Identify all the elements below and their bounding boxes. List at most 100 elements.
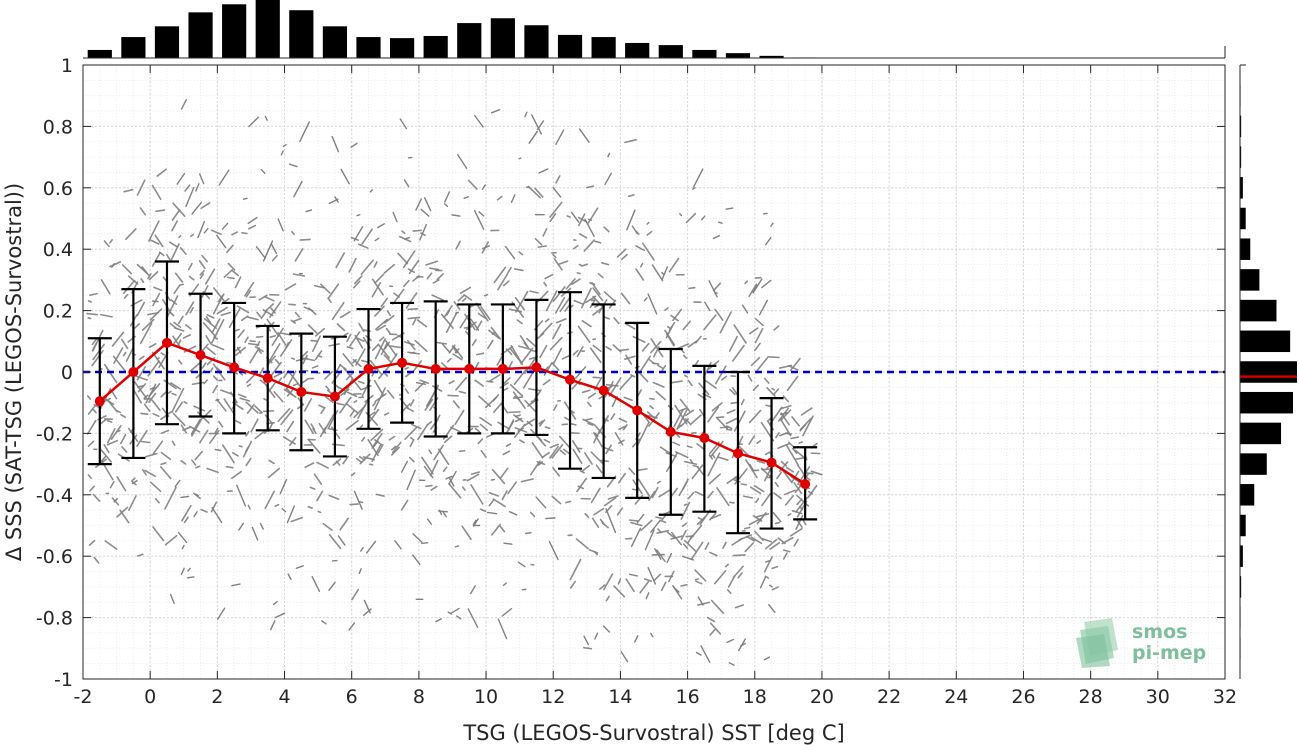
scatter-point: [639, 355, 652, 372]
scatter-point: [709, 551, 718, 557]
scatter-point: [749, 486, 762, 495]
scatter-point: [140, 412, 149, 415]
top-histogram-bar: [759, 55, 784, 58]
scatter-point: [745, 459, 758, 479]
scatter-point: [717, 221, 723, 224]
scatter-point: [733, 410, 746, 432]
scatter-point: [527, 185, 541, 199]
scatter-point: [733, 324, 747, 344]
scatter-point: [121, 338, 129, 350]
scatter-point: [805, 472, 814, 475]
scatter-point: [336, 323, 346, 332]
scatter-point: [280, 332, 292, 336]
scatter-point: [448, 470, 457, 485]
scatter-point: [586, 185, 595, 189]
scatter-point: [474, 427, 481, 433]
scatter-point: [362, 608, 372, 617]
scatter-point: [680, 529, 687, 541]
scatter-point: [111, 497, 120, 506]
scatter-point: [337, 535, 346, 546]
scatter-point: [791, 510, 803, 515]
scatter-point: [682, 543, 688, 549]
mean-point: [262, 373, 273, 384]
scatter-point: [710, 440, 724, 457]
scatter-point: [716, 417, 729, 430]
scatter-point: [151, 252, 161, 267]
scatter-point: [810, 470, 823, 476]
scatter-point: [216, 234, 227, 249]
scatter-point: [592, 305, 605, 316]
scatter-point: [250, 418, 259, 433]
scatter-point: [321, 620, 327, 625]
scatter-point: [576, 272, 581, 275]
scatter-point: [197, 220, 206, 239]
scatter-point: [709, 512, 717, 521]
scatter-point: [518, 251, 524, 256]
scatter-point: [446, 309, 451, 316]
scatter-point: [374, 305, 385, 317]
scatter-point: [295, 565, 304, 569]
x-tick-label: 4: [278, 686, 290, 708]
mean-point: [632, 405, 643, 416]
scatter-point: [291, 230, 295, 236]
scatter-point: [737, 572, 743, 579]
scatter-point: [429, 267, 440, 271]
scatter-point: [282, 143, 287, 148]
scatter-point: [684, 460, 698, 466]
scatter-point: [553, 404, 558, 411]
scatter-point: [578, 128, 590, 143]
scatter-point: [255, 246, 266, 259]
scatter-point: [665, 326, 673, 339]
scatter-point: [509, 383, 524, 397]
scatter-point: [648, 490, 656, 501]
scatter-point: [513, 268, 524, 272]
scatter-point: [210, 229, 222, 236]
scatter-point: [86, 312, 99, 316]
scatter-point: [727, 589, 732, 595]
scatter-point: [203, 317, 217, 329]
scatter-point: [111, 331, 125, 347]
scatter-point: [260, 311, 267, 320]
scatter-point: [136, 301, 146, 317]
top-histogram-bar: [389, 38, 415, 58]
y-tick-label: 0.6: [43, 178, 73, 200]
scatter-point: [193, 405, 206, 412]
scatter-point: [442, 466, 448, 473]
scatter-point: [273, 370, 286, 378]
scatter-point: [741, 304, 749, 314]
scatter-point: [150, 239, 160, 245]
scatter-point: [481, 241, 489, 254]
mean-point: [497, 363, 508, 374]
scatter-point: [645, 592, 650, 600]
scatter-point: [140, 440, 151, 444]
scatter-point: [176, 172, 186, 185]
scatter-point: [472, 519, 477, 526]
scatter-point: [692, 168, 704, 188]
scatter-point: [483, 293, 489, 297]
scatter-point: [445, 311, 458, 333]
scatter-point: [123, 293, 129, 299]
scatter-point: [290, 516, 304, 523]
scatter-point: [688, 286, 696, 290]
scatter-point: [503, 542, 513, 545]
scatter-point: [375, 318, 388, 331]
scatter-point: [436, 273, 444, 281]
scatter-point: [139, 207, 147, 216]
scatter-point: [622, 424, 628, 431]
scatter-point: [365, 540, 377, 554]
scatter-point: [738, 445, 750, 458]
scatter-point: [152, 440, 164, 455]
scatter-point: [514, 414, 521, 418]
scatter-point: [417, 423, 429, 441]
scatter-point: [237, 393, 247, 399]
scatter-point: [576, 346, 584, 358]
scatter-point: [290, 319, 296, 324]
scatter-point: [592, 344, 602, 353]
scatter-point: [528, 388, 541, 392]
scatter-point: [109, 261, 122, 268]
scatter-point: [294, 248, 304, 262]
scatter-point: [270, 243, 278, 255]
scatter-point: [593, 507, 605, 516]
scatter-point: [466, 473, 480, 482]
scatter-point: [139, 322, 153, 345]
